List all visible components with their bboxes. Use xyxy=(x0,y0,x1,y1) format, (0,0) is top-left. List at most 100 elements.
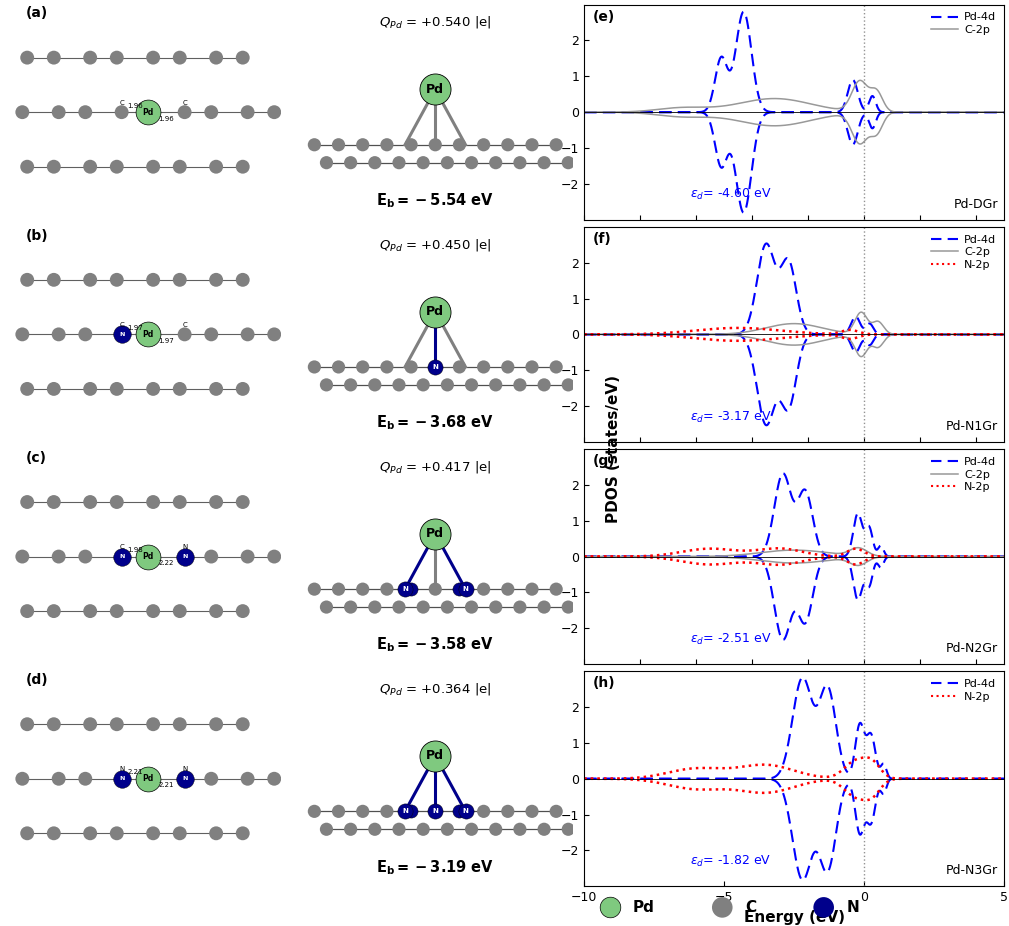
Point xyxy=(378,137,395,152)
Point xyxy=(45,717,62,732)
Text: 1.96: 1.96 xyxy=(127,103,143,108)
Point xyxy=(239,105,255,119)
Point xyxy=(307,582,323,596)
Point xyxy=(331,359,347,374)
Point xyxy=(235,50,251,65)
Point xyxy=(512,822,528,837)
Point xyxy=(235,272,251,287)
Point xyxy=(451,804,467,819)
Text: Pd: Pd xyxy=(142,330,154,339)
Point xyxy=(145,826,161,841)
Point xyxy=(354,804,370,819)
Point xyxy=(177,105,193,119)
Point xyxy=(524,804,540,819)
Point xyxy=(415,378,431,393)
Text: PDOS (states/eV): PDOS (states/eV) xyxy=(606,375,621,523)
Point xyxy=(45,382,62,396)
Text: (c): (c) xyxy=(25,451,46,465)
Point xyxy=(463,822,479,837)
Point xyxy=(463,600,479,615)
Text: 1.97: 1.97 xyxy=(158,338,175,344)
Text: N: N xyxy=(403,586,408,592)
Point xyxy=(307,359,323,374)
Point xyxy=(463,156,479,170)
Point xyxy=(203,327,219,342)
Point xyxy=(378,804,395,819)
Point xyxy=(172,494,188,509)
Text: $\bf{E_b = −3.19\ eV}$: $\bf{E_b = −3.19\ eV}$ xyxy=(376,857,494,877)
Point xyxy=(82,717,98,732)
Text: $Q_{Pd}$ = +0.540 |e|: $Q_{Pd}$ = +0.540 |e| xyxy=(379,15,491,31)
Point xyxy=(397,582,413,596)
Point xyxy=(208,159,224,174)
Point xyxy=(109,382,125,396)
Point xyxy=(114,549,130,564)
Point xyxy=(235,159,251,174)
Point xyxy=(172,272,188,287)
Point xyxy=(560,156,576,170)
Text: $\varepsilon_d$= -3.17 eV: $\varepsilon_d$= -3.17 eV xyxy=(690,409,772,424)
Text: (g): (g) xyxy=(592,454,615,469)
Point xyxy=(439,156,455,170)
Point xyxy=(145,272,161,287)
Text: $Q_{Pd}$ = +0.450 |e|: $Q_{Pd}$ = +0.450 |e| xyxy=(379,237,491,253)
Point xyxy=(439,600,455,615)
Point xyxy=(266,327,283,342)
Text: N: N xyxy=(182,776,188,782)
Point xyxy=(78,105,94,119)
Point xyxy=(548,804,564,819)
Point xyxy=(235,717,251,732)
Point xyxy=(307,804,323,819)
Point xyxy=(366,156,382,170)
Point xyxy=(19,159,35,174)
Point xyxy=(427,359,443,374)
Point xyxy=(19,826,35,841)
Text: (e): (e) xyxy=(592,10,614,24)
Point xyxy=(427,137,443,152)
Text: $Q_{Pd}$ = +0.417 |e|: $Q_{Pd}$ = +0.417 |e| xyxy=(379,458,491,475)
Legend: Pd-4d, C-2p, N-2p: Pd-4d, C-2p, N-2p xyxy=(928,232,998,272)
Point xyxy=(14,549,30,564)
Point xyxy=(208,717,224,732)
Point xyxy=(145,494,161,509)
Point xyxy=(239,549,255,564)
Point xyxy=(109,604,125,619)
Text: 1.98: 1.98 xyxy=(127,547,143,553)
Text: Pd-DGr: Pd-DGr xyxy=(954,198,998,211)
Point xyxy=(45,272,62,287)
Point xyxy=(714,900,731,915)
Legend: Pd-4d, C-2p, N-2p: Pd-4d, C-2p, N-2p xyxy=(928,455,998,494)
Point xyxy=(208,494,224,509)
Text: N: N xyxy=(119,554,124,559)
Text: C: C xyxy=(119,544,124,550)
Point xyxy=(114,771,130,786)
Point xyxy=(140,771,156,786)
Point xyxy=(560,600,576,615)
Point xyxy=(239,327,255,342)
Point xyxy=(203,105,219,119)
Text: N: N xyxy=(462,586,468,592)
Point xyxy=(82,494,98,509)
Point xyxy=(487,156,503,170)
Text: $\bf{E_b = −3.68\ eV}$: $\bf{E_b = −3.68\ eV}$ xyxy=(376,413,494,432)
Text: (b): (b) xyxy=(25,229,48,243)
Point xyxy=(487,600,503,615)
Text: C: C xyxy=(183,100,187,106)
Text: C: C xyxy=(119,100,124,106)
Legend: Pd-4d, C-2p: Pd-4d, C-2p xyxy=(928,10,998,37)
Point xyxy=(235,604,251,619)
Text: C: C xyxy=(183,322,187,328)
Point xyxy=(427,804,443,819)
Point xyxy=(19,604,35,619)
Point xyxy=(378,359,395,374)
Point xyxy=(415,822,431,837)
Point xyxy=(354,582,370,596)
Point xyxy=(82,826,98,841)
Point xyxy=(109,717,125,732)
Text: N: N xyxy=(432,364,438,370)
Point xyxy=(266,549,283,564)
Point xyxy=(601,900,618,915)
Point xyxy=(208,50,224,65)
Point xyxy=(331,137,347,152)
Point xyxy=(354,137,370,152)
